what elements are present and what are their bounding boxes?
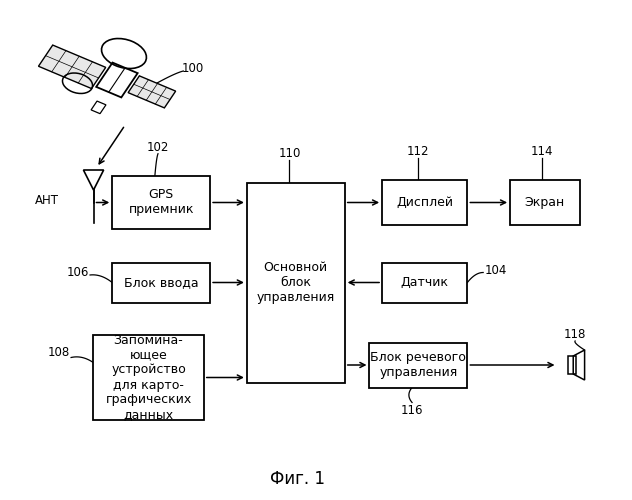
Text: 100: 100 <box>181 62 204 76</box>
FancyBboxPatch shape <box>112 176 210 229</box>
Text: АНТ: АНТ <box>35 194 59 206</box>
FancyBboxPatch shape <box>94 335 204 420</box>
Text: 116: 116 <box>401 404 423 416</box>
Text: 108: 108 <box>47 346 70 359</box>
Text: 110: 110 <box>278 148 301 160</box>
Text: Датчик: Датчик <box>401 276 449 289</box>
FancyBboxPatch shape <box>246 182 345 382</box>
Text: Блок ввода: Блок ввода <box>124 276 198 289</box>
Text: 106: 106 <box>66 266 88 279</box>
Text: Экран: Экран <box>525 196 565 209</box>
FancyBboxPatch shape <box>369 342 468 388</box>
FancyBboxPatch shape <box>568 356 576 374</box>
Text: GPS
приемник: GPS приемник <box>128 188 194 216</box>
Text: 104: 104 <box>485 264 507 276</box>
Text: Блок речевого
управления: Блок речевого управления <box>370 351 466 379</box>
Text: Фиг. 1: Фиг. 1 <box>269 470 325 488</box>
FancyBboxPatch shape <box>382 180 468 225</box>
Text: Дисплей: Дисплей <box>396 196 453 209</box>
Text: 118: 118 <box>564 328 586 342</box>
Text: Основной
блок
управления: Основной блок управления <box>257 261 335 304</box>
Polygon shape <box>39 45 106 88</box>
Text: 112: 112 <box>407 145 430 158</box>
FancyBboxPatch shape <box>112 262 210 302</box>
Polygon shape <box>128 76 176 108</box>
FancyBboxPatch shape <box>382 262 468 302</box>
FancyBboxPatch shape <box>510 180 580 225</box>
Text: 114: 114 <box>530 145 553 158</box>
Text: Запомина-
ющее
устройство
для карто-
графических
данных: Запомина- ющее устройство для карто- гра… <box>106 334 191 422</box>
Text: 102: 102 <box>147 141 169 154</box>
